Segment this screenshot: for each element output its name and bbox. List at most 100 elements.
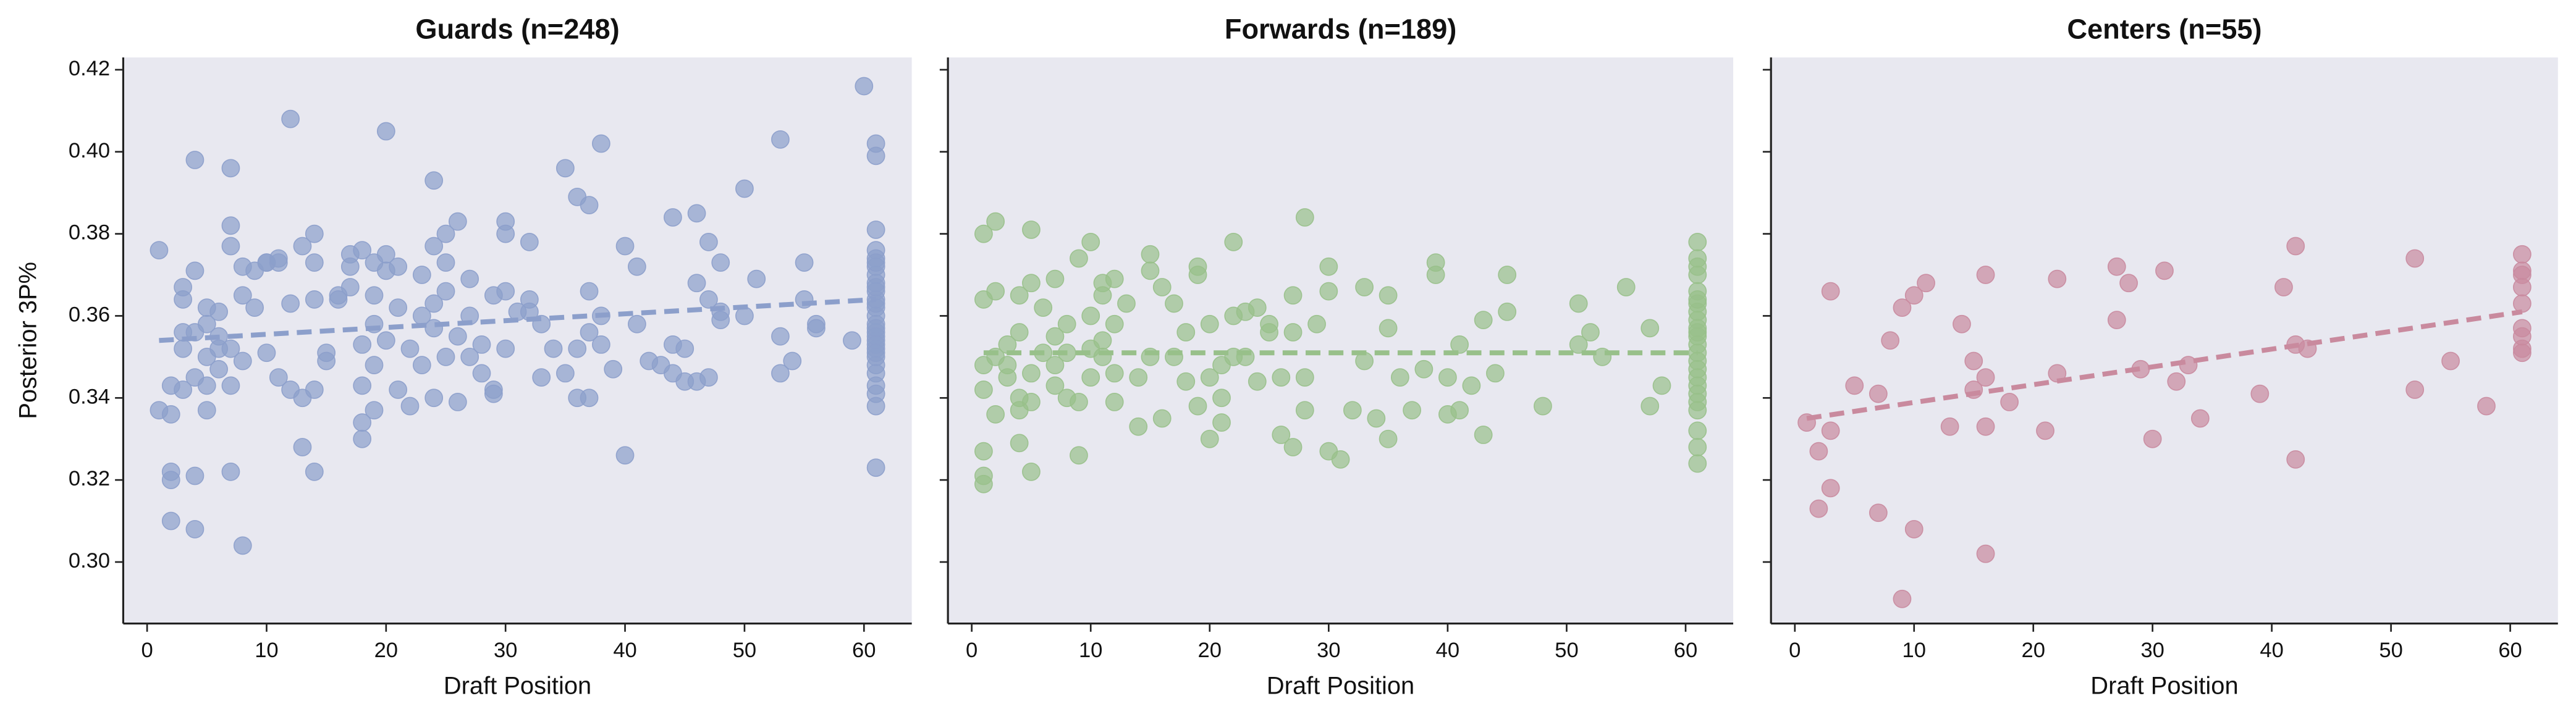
point (1272, 426, 1291, 444)
point (580, 282, 599, 301)
point (1057, 314, 1076, 334)
x-tick-label: 20 (2021, 639, 2045, 662)
y-tick-label: 0.42 (69, 57, 110, 80)
point (185, 151, 205, 169)
point (1010, 434, 1029, 453)
point (2000, 393, 2019, 411)
point (389, 257, 408, 276)
point (209, 359, 228, 379)
point (1688, 323, 1707, 342)
point (365, 286, 384, 305)
y-tick-label: 0.34 (69, 385, 110, 408)
point (412, 266, 431, 284)
point (221, 376, 240, 395)
point (161, 405, 180, 424)
point (1022, 393, 1041, 411)
point (1260, 323, 1278, 342)
point (496, 282, 515, 301)
point (1188, 266, 1207, 284)
point (209, 302, 228, 321)
point (436, 253, 455, 272)
point (1616, 278, 1636, 296)
point (568, 339, 587, 358)
point (424, 237, 444, 256)
point (197, 314, 216, 334)
point (1022, 274, 1041, 293)
point (1688, 421, 1707, 440)
point (233, 351, 252, 371)
point (974, 442, 993, 461)
point (281, 294, 300, 313)
point (353, 241, 372, 260)
point (1081, 233, 1100, 251)
trend-line (1806, 309, 2523, 421)
point (1438, 368, 1457, 387)
point (1641, 397, 1660, 416)
point (496, 339, 515, 358)
point (400, 397, 420, 416)
point (1283, 286, 1303, 305)
point (365, 356, 384, 375)
y-tick-label: 0.30 (69, 549, 110, 573)
plot-background (1771, 57, 2558, 624)
point (1869, 503, 1888, 523)
point (1881, 331, 1900, 350)
point (1426, 266, 1445, 284)
point (580, 388, 599, 408)
point (1869, 384, 1888, 403)
point (174, 278, 192, 296)
point (448, 212, 467, 231)
x-tick-label: 0 (141, 639, 153, 662)
x-tick-label: 10 (255, 639, 278, 662)
x-tick-label: 30 (494, 639, 517, 662)
point (783, 351, 802, 371)
point (1141, 245, 1160, 264)
point (843, 331, 861, 350)
point (1904, 286, 1924, 305)
point (1569, 294, 1588, 313)
point (711, 253, 730, 272)
point (221, 216, 240, 235)
point (1165, 294, 1183, 313)
x-tick-label: 20 (374, 639, 398, 662)
point (1295, 368, 1314, 387)
point (1641, 319, 1660, 338)
point (1379, 429, 1398, 448)
point (2155, 261, 2174, 280)
point (2286, 237, 2305, 256)
point (2512, 343, 2532, 363)
x-tick-label: 60 (2498, 639, 2522, 662)
point (161, 471, 180, 489)
point (1010, 286, 1029, 305)
point (1688, 401, 1707, 420)
point (496, 224, 515, 243)
x-tick-label: 60 (852, 639, 876, 662)
point (1022, 364, 1041, 383)
point (340, 257, 360, 276)
point (185, 519, 205, 539)
point (615, 237, 635, 256)
point (866, 458, 885, 477)
point (1379, 286, 1398, 305)
point (2107, 257, 2126, 276)
point (1450, 401, 1469, 420)
point (376, 122, 395, 141)
point (1307, 314, 1326, 334)
point (1688, 233, 1707, 251)
y-tick-label: 0.32 (69, 467, 110, 490)
point (1486, 364, 1505, 383)
point (436, 282, 455, 301)
point (795, 253, 814, 272)
point (1688, 438, 1707, 456)
point (866, 220, 885, 239)
point (1688, 290, 1707, 309)
point (1367, 409, 1386, 428)
point (1403, 401, 1422, 420)
point (699, 368, 718, 387)
point (1652, 376, 1671, 395)
point (1917, 274, 1935, 293)
point (1964, 351, 1983, 371)
point (305, 380, 324, 399)
x-tick-label: 40 (2260, 639, 2283, 662)
